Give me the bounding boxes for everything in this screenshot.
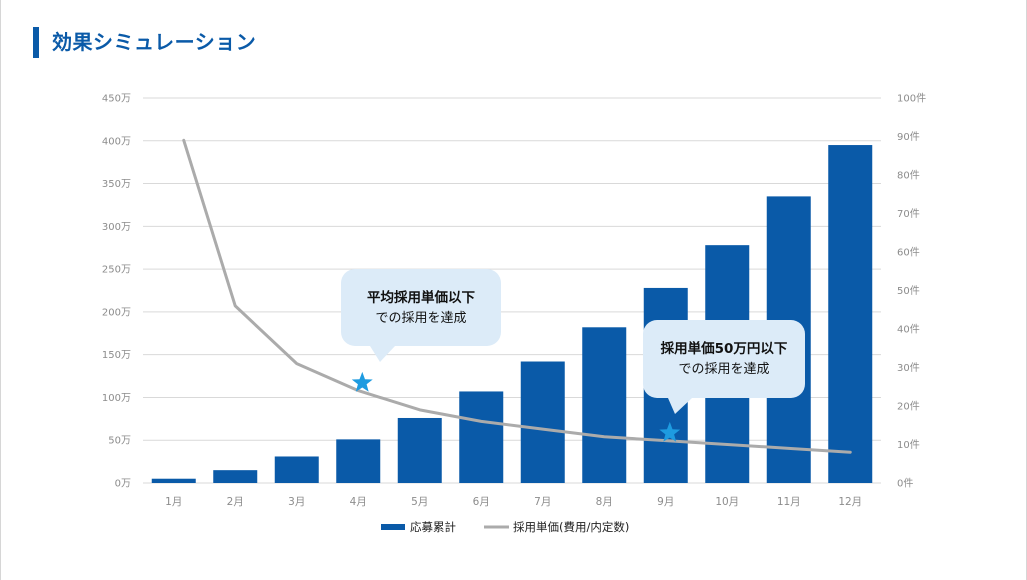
callout-subtitle: での採用を達成: [375, 311, 466, 326]
legend-bar-swatch: [381, 524, 405, 530]
bar: [336, 439, 381, 483]
callout-title: 平均採用単価以下: [367, 289, 475, 306]
bar: [520, 361, 565, 483]
callout-title: 採用単価50万円以下: [661, 340, 788, 357]
y-right-tick-label: 30件: [897, 362, 920, 374]
star-icon: [351, 371, 373, 392]
bar: [274, 456, 319, 483]
x-tick-label: 3月: [288, 496, 305, 508]
legend: 応募累計 採用単価(費用/内定数): [381, 520, 629, 534]
x-tick-label: 6月: [473, 496, 490, 508]
bar: [397, 417, 442, 483]
x-tick-label: 12月: [838, 496, 862, 508]
x-tick-label: 7月: [534, 496, 551, 508]
bar: [828, 145, 873, 484]
bar: [151, 478, 196, 483]
y-left-tick-label: 450万: [102, 94, 131, 105]
x-tick-label: 2月: [227, 496, 244, 508]
x-tick-label: 11月: [777, 496, 801, 508]
star-icon: [659, 421, 681, 442]
callout-box: [643, 320, 805, 398]
x-tick-label: 4月: [350, 496, 367, 508]
y-left-tick-label: 150万: [102, 350, 131, 361]
y-left-tick-label: 50万: [108, 436, 131, 447]
x-tick-label: 10月: [715, 496, 739, 508]
callout-tail: [370, 346, 395, 362]
y-right-tick-label: 50件: [897, 285, 920, 297]
legend-bar-label: 応募累計: [410, 520, 456, 534]
y-right-tick-label: 90件: [897, 131, 920, 143]
y-left-tick-label: 100万: [102, 393, 131, 404]
y-left-tick-label: 350万: [102, 179, 131, 190]
y-left-tick-label: 250万: [102, 265, 131, 276]
line-series: [182, 138, 852, 454]
frame-left-border: [0, 0, 1, 580]
y-right-tick-label: 10件: [897, 439, 920, 451]
callout-tail: [668, 398, 692, 414]
callout-box: [341, 269, 501, 346]
y-right-tick-label: 100件: [897, 93, 926, 105]
y-right-tick-label: 0件: [897, 478, 913, 490]
line-path: [182, 138, 852, 454]
x-tick-label: 5月: [411, 496, 428, 508]
y-right-tick-label: 80件: [897, 170, 920, 182]
x-tick-label: 9月: [657, 496, 674, 508]
x-tick-label: 8月: [596, 496, 613, 508]
right-axis-ticks: 0件 10件 20件 30件 40件 50件 60件 70件 80件 90件 100件: [897, 93, 926, 490]
bar-series: [151, 145, 873, 484]
x-axis-ticks: 1月 2月 3月 4月 5月 6月 7月 8月 9月 10月 11月 12月: [165, 496, 862, 508]
callout-subtitle: での採用を達成: [678, 362, 769, 377]
y-right-tick-label: 20件: [897, 401, 920, 413]
left-axis-ticks: 0万 50万 100万 150万 200万 250万 300万 350万 400万 450万: [102, 94, 131, 490]
x-tick-label: 1月: [165, 496, 182, 508]
title-accent-bar: [33, 27, 39, 58]
y-left-tick-label: 400万: [102, 136, 131, 147]
page-title: 効果シミュレーション: [52, 30, 257, 54]
legend-line-label: 採用単価(費用/内定数): [513, 520, 629, 534]
y-left-tick-label: 0万: [115, 479, 131, 490]
bar: [582, 327, 627, 483]
y-left-tick-label: 200万: [102, 307, 131, 318]
bar: [213, 470, 258, 483]
bar: [459, 391, 504, 483]
y-right-tick-label: 40件: [897, 324, 920, 336]
grid-lines: [143, 97, 881, 484]
y-left-tick-label: 300万: [102, 222, 131, 233]
y-right-tick-label: 70件: [897, 208, 920, 220]
y-right-tick-label: 60件: [897, 247, 920, 259]
